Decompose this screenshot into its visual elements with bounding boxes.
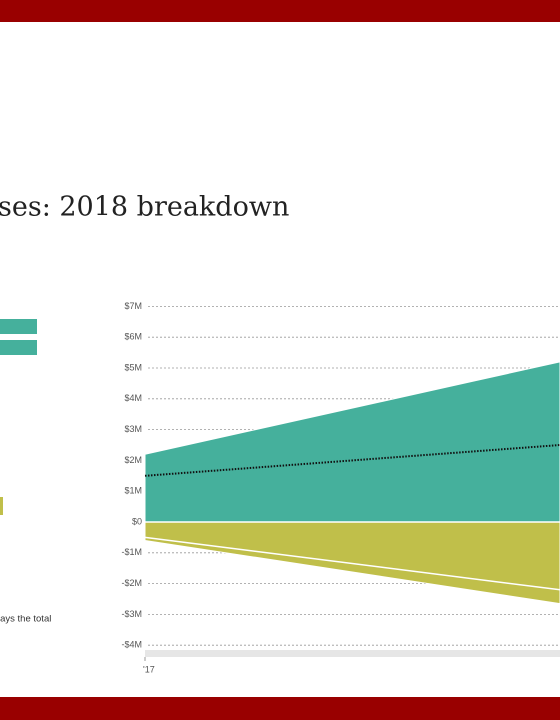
x-tick-label: '17 xyxy=(143,664,155,674)
y-tick-label: -$3M xyxy=(121,609,142,619)
legend-swatch xyxy=(0,340,37,355)
y-tick-label: $2M xyxy=(124,455,142,465)
area xyxy=(144,361,560,523)
area xyxy=(144,521,560,605)
top-bar xyxy=(0,0,560,22)
chart-title: ses: 2018 breakdown xyxy=(0,192,289,223)
y-tick-label: $7M xyxy=(124,301,142,311)
y-tick-label: -$1M xyxy=(121,547,142,557)
y-tick-label: $3M xyxy=(124,424,142,434)
y-tick-label: $0 xyxy=(132,516,142,526)
legend-swatch xyxy=(0,497,3,515)
y-tick-label: $6M xyxy=(124,332,142,342)
note: lays the total xyxy=(0,614,51,625)
y-tick-label: $1M xyxy=(124,486,142,496)
bottom-bar xyxy=(0,697,560,720)
legend-swatch xyxy=(0,319,37,334)
y-tick-label: $5M xyxy=(124,362,142,372)
y-tick-label: $4M xyxy=(124,393,142,403)
line xyxy=(144,444,560,477)
y-tick-label: -$2M xyxy=(121,578,142,588)
x-scrollbar xyxy=(145,650,560,657)
line xyxy=(144,536,560,591)
y-tick-label: -$4M xyxy=(121,640,142,650)
